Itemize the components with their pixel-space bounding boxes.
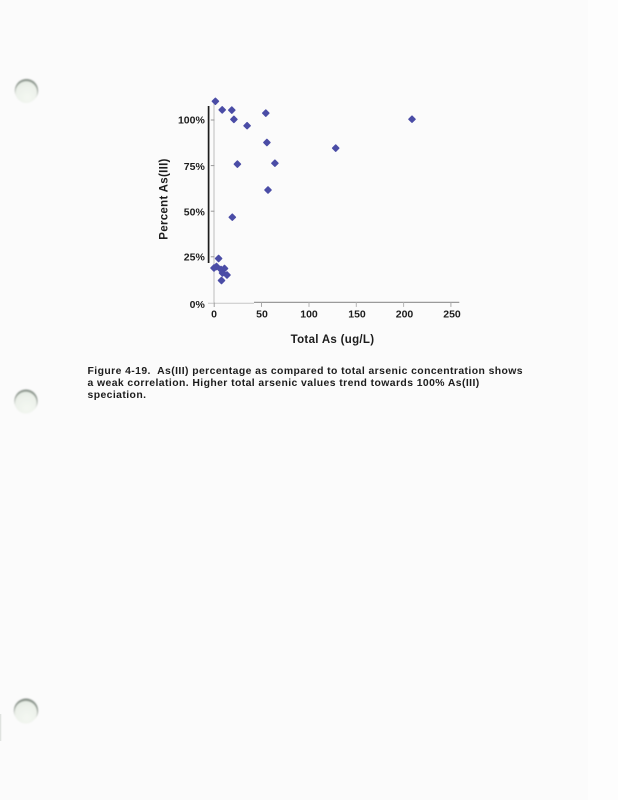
svg-text:Percent As(III): Percent As(III) xyxy=(158,158,170,239)
svg-text:Figure 4-19. As(III) percenta: Figure 4-19. As(III) percentage as compa… xyxy=(88,366,524,377)
svg-text:150: 150 xyxy=(348,309,366,321)
svg-text:0%: 0% xyxy=(190,299,206,311)
svg-text:0: 0 xyxy=(211,309,217,321)
svg-text:50: 50 xyxy=(256,309,268,321)
svg-text:25%: 25% xyxy=(184,252,206,264)
svg-text:a weak correlation. Higher tot: a weak correlation. Higher total arsenic… xyxy=(88,378,480,389)
svg-text:100%: 100% xyxy=(178,115,206,127)
svg-text:100: 100 xyxy=(300,309,318,321)
svg-text:75%: 75% xyxy=(184,161,206,173)
svg-text:50%: 50% xyxy=(184,207,206,219)
svg-text:Total As (ug/L): Total As (ug/L) xyxy=(291,334,375,346)
svg-text:speciation.: speciation. xyxy=(88,390,147,401)
svg-text:200: 200 xyxy=(396,309,414,321)
svg-text:250: 250 xyxy=(443,309,461,321)
